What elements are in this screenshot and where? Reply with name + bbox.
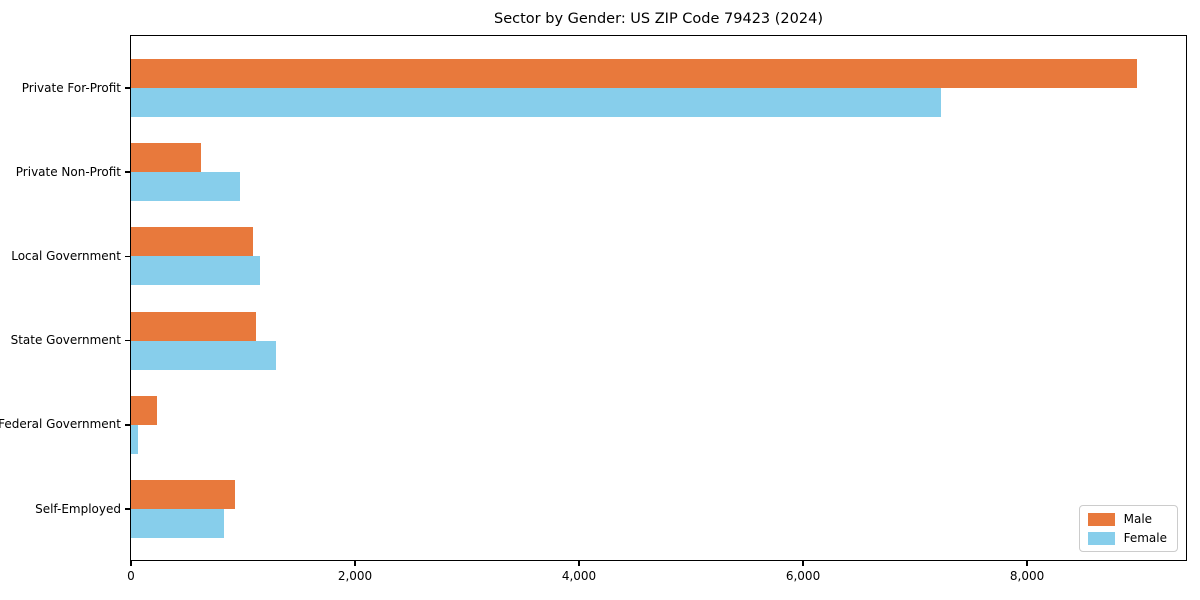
legend: Male Female: [1078, 505, 1178, 552]
legend-item-female: Female: [1087, 531, 1167, 545]
bar-female-federal-government: [131, 424, 139, 454]
y-tick-label-self-employed: Self-Employed: [35, 501, 121, 516]
y-tick-label-state-government: State Government: [10, 333, 121, 348]
plot-area: Male Female Private For-Profit Private Non…: [0, 35, 1187, 583]
y-tick-mark-self-employed: [125, 508, 130, 510]
y-tick-mark-private-non-profit: [125, 171, 130, 173]
bar-female-local-government: [131, 256, 260, 286]
bar-male-private-non-profit: [131, 143, 201, 173]
x-tick-label-0: 0: [127, 569, 135, 583]
y-tick-mark-state-government: [125, 339, 130, 342]
x-tick-mark-0: [130, 561, 132, 566]
bar-female-state-government: [131, 340, 276, 370]
y-tick-label-federal-government: Federal Government: [0, 417, 121, 432]
y-tick-label-local-government: Local Government: [11, 248, 121, 263]
x-tick-mark-8000: [1026, 561, 1028, 566]
x-tick-label-8000: 8,000: [1009, 569, 1045, 583]
y-tick-mark-federal-government: [125, 424, 130, 426]
legend-item-male: Male: [1087, 512, 1167, 526]
bar-male-self-employed: [131, 480, 236, 509]
x-tick-mark-4000: [578, 561, 580, 566]
x-tick-label-4000: 4,000: [561, 569, 597, 583]
chart-title: Sector by Gender: US ZIP Code 79423 (202…: [494, 11, 823, 27]
bar-male-state-government: [131, 311, 256, 341]
x-tick-label-6000: 6,000: [785, 569, 821, 583]
bar-male-local-government: [131, 227, 254, 257]
legend-swatch-female: [1087, 531, 1115, 545]
x-tick-mark-2000: [354, 561, 356, 566]
legend-label-female: Female: [1123, 531, 1167, 545]
bar-female-self-employed: [131, 509, 224, 538]
y-tick-mark-private-for-profit: [125, 87, 130, 89]
bar-male-federal-government: [131, 395, 157, 425]
bar-female-private-non-profit: [131, 172, 241, 202]
x-tick-label-2000: 2,000: [337, 569, 373, 583]
y-tick-mark-local-government: [125, 255, 130, 258]
legend-swatch-male: [1087, 512, 1115, 526]
x-tick-mark-6000: [802, 561, 804, 566]
legend-label-male: Male: [1123, 512, 1153, 526]
bar-male-private-for-profit: [131, 59, 1137, 88]
bar-female-private-for-profit: [131, 88, 942, 117]
y-tick-label-private-for-profit: Private For-Profit: [21, 80, 121, 95]
y-tick-label-private-non-profit: Private Non-Profit: [15, 164, 121, 179]
